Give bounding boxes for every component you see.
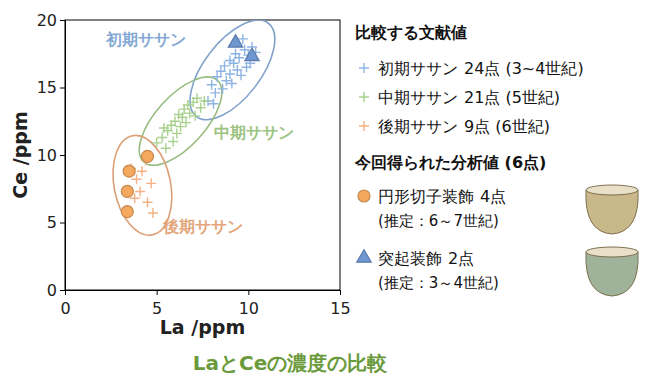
point xyxy=(245,48,259,60)
chart: 0 5 10 15 0 5 10 15 20 La /ppm Ce /ppm LaとCeの濃度の比較 初… xyxy=(0,0,650,384)
legend-detail: 9点 (6世紀) xyxy=(464,117,550,136)
legend-entry: 後期ササン 9点 (6世紀) xyxy=(378,117,550,136)
legend-marker xyxy=(359,121,369,131)
legend-marker xyxy=(357,250,371,262)
photo-icon xyxy=(586,185,638,195)
legend-entry: 初期ササン 24点 (3~4世紀) xyxy=(378,59,584,78)
legend-detail: 21点 (5世紀) xyxy=(464,88,560,107)
tick-mark xyxy=(60,88,65,89)
point xyxy=(234,53,244,63)
point xyxy=(121,206,133,218)
tick-label: 20 xyxy=(37,11,57,30)
legend-note: (推定：3～4世紀) xyxy=(378,274,499,292)
point xyxy=(143,197,153,207)
point xyxy=(161,143,171,153)
tick-label: 5 xyxy=(47,213,57,232)
annotation: 中期ササン xyxy=(214,123,294,142)
axis-line xyxy=(66,291,341,296)
point xyxy=(192,93,202,103)
series-1 xyxy=(152,93,210,153)
point xyxy=(123,165,135,177)
point xyxy=(146,178,156,188)
series-3 xyxy=(121,150,153,217)
tick: 15 xyxy=(37,78,65,97)
legend-detail: 24点 (3~4世紀) xyxy=(464,59,584,78)
photo-icon xyxy=(586,252,638,296)
tick-mark xyxy=(157,290,158,295)
point xyxy=(209,99,219,109)
tick-label: 0 xyxy=(47,281,57,300)
plot-frame xyxy=(65,20,340,290)
y-axis: 0 5 10 15 20 xyxy=(37,11,66,300)
point xyxy=(121,185,133,197)
tick-label: 10 xyxy=(37,146,57,165)
tick-mark xyxy=(60,155,65,156)
point xyxy=(220,61,230,71)
tick-mark xyxy=(248,290,249,295)
legend-marker xyxy=(359,92,369,102)
legend-label: 初期ササン xyxy=(378,59,458,78)
point xyxy=(199,96,209,106)
tick-mark xyxy=(60,223,65,224)
tick: 0 xyxy=(47,281,65,300)
tick: 0 xyxy=(60,290,70,318)
tick: 5 xyxy=(47,213,65,232)
group-ellipse xyxy=(174,20,291,134)
legend-marker xyxy=(359,63,369,73)
tick-label: 15 xyxy=(37,78,57,97)
point xyxy=(190,111,200,121)
legend-detail: 2点 xyxy=(448,249,474,268)
point xyxy=(157,132,167,142)
point xyxy=(185,108,195,118)
legend-note: (推定：6～7世紀) xyxy=(378,212,499,230)
legend-label: 中期ササン xyxy=(378,88,458,107)
legend-entry: 中期ササン 21点 (5世紀) xyxy=(378,88,560,107)
legend-title: 今回得られた分析値 (6点) xyxy=(354,153,546,172)
legend-entry: 円形切子装飾 4点 xyxy=(378,187,506,206)
tick-mark xyxy=(60,20,65,21)
photo-icon xyxy=(586,247,638,257)
point xyxy=(152,138,162,148)
point xyxy=(142,150,154,162)
tick-mark xyxy=(340,290,341,295)
point xyxy=(159,123,169,133)
legend-entry: 突起装飾 2点 xyxy=(378,249,474,268)
tick: 10 xyxy=(239,290,259,318)
x-axis-label: La /ppm xyxy=(160,316,245,338)
series-4 xyxy=(228,35,259,61)
group-ellipse xyxy=(125,64,236,179)
legend-label: 円形切子装飾 xyxy=(378,187,474,206)
tick: 15 xyxy=(330,290,350,318)
point xyxy=(148,208,158,218)
point xyxy=(181,118,191,128)
y-axis-label: Ce /ppm xyxy=(9,111,31,198)
legend-label: 後期ササン xyxy=(378,117,458,136)
tick-label: 15 xyxy=(330,299,350,318)
tick: 20 xyxy=(37,11,65,30)
legend-marker xyxy=(358,190,370,202)
tick: 5 xyxy=(152,290,162,318)
legend-title: 比較する文献値 xyxy=(355,23,467,42)
point xyxy=(228,35,242,47)
legend: 比較する文献値初期ササン 24点 (3~4世紀) 中期ササン 21点 (5世紀) 後期サ… xyxy=(354,23,638,296)
point xyxy=(135,186,145,196)
point xyxy=(183,100,193,110)
series-0 xyxy=(203,34,261,109)
annotation: 後期ササン xyxy=(162,217,243,236)
chart-title: LaとCeの濃度の比較 xyxy=(193,351,388,375)
point xyxy=(236,70,246,80)
x-axis: 0 5 10 15 xyxy=(60,290,350,318)
tick-label: 0 xyxy=(60,299,70,318)
legend-label: 突起装飾 xyxy=(378,249,442,268)
tick: 10 xyxy=(37,146,65,165)
axis-line xyxy=(60,21,66,291)
annotation: 初期ササン xyxy=(105,30,186,49)
tick-mark xyxy=(60,290,65,291)
legend-detail: 4点 xyxy=(480,187,506,206)
point xyxy=(227,78,237,88)
photo-icon xyxy=(586,190,638,234)
point xyxy=(242,62,252,72)
point xyxy=(137,166,147,176)
